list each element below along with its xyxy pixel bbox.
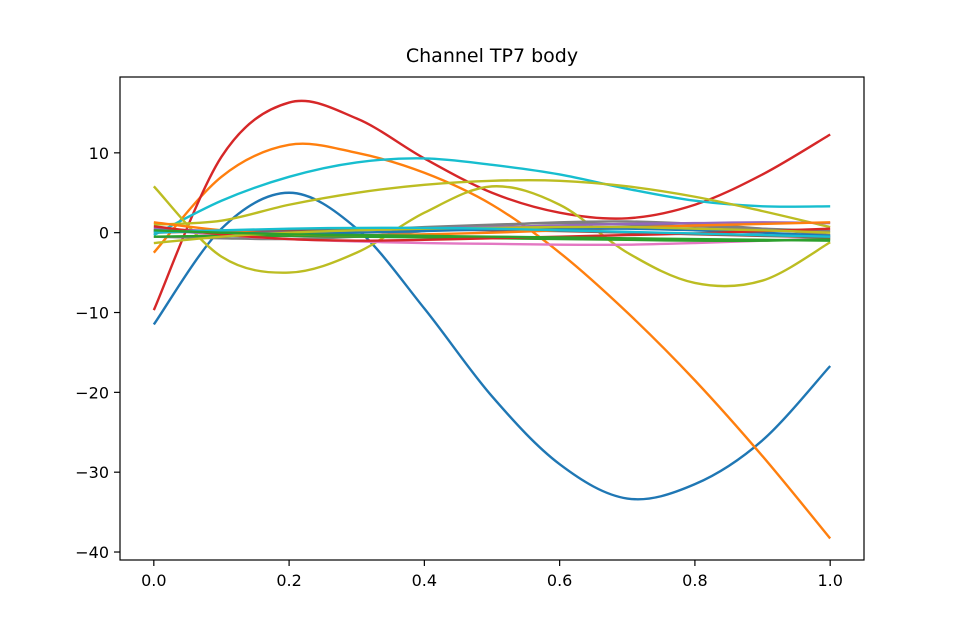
y-tick-label: 10	[89, 144, 109, 163]
series-line-18	[153, 229, 831, 242]
chart-title: Channel TP7 body	[406, 45, 578, 67]
plot-frame	[119, 76, 865, 561]
y-tick-label: −30	[75, 463, 109, 482]
series-line-4	[153, 157, 831, 237]
x-tick-label: 0.4	[412, 571, 437, 590]
y-tick-label: 0	[99, 224, 109, 243]
series-line-17	[153, 226, 831, 238]
series-line-5	[153, 178, 831, 229]
series-line-6	[152, 185, 831, 288]
x-tick-label: 0.8	[682, 571, 707, 590]
y-tick-label: −20	[75, 383, 109, 402]
x-tick-label: 1.0	[817, 571, 842, 590]
series-line-2	[152, 142, 832, 540]
x-tick-label: 0.2	[276, 571, 301, 590]
y-tick-label: −40	[75, 543, 109, 562]
series-layer	[152, 99, 832, 540]
series-line-1	[152, 191, 832, 501]
x-tick-label: 0.0	[141, 571, 166, 590]
x-axis: 0.0 0.2 0.4 0.6 0.8 1.0	[141, 560, 843, 590]
y-axis: −40 −30 −20 −10 0 10	[75, 144, 120, 562]
y-tick-label: −10	[75, 304, 109, 323]
x-tick-label: 0.6	[547, 571, 572, 590]
